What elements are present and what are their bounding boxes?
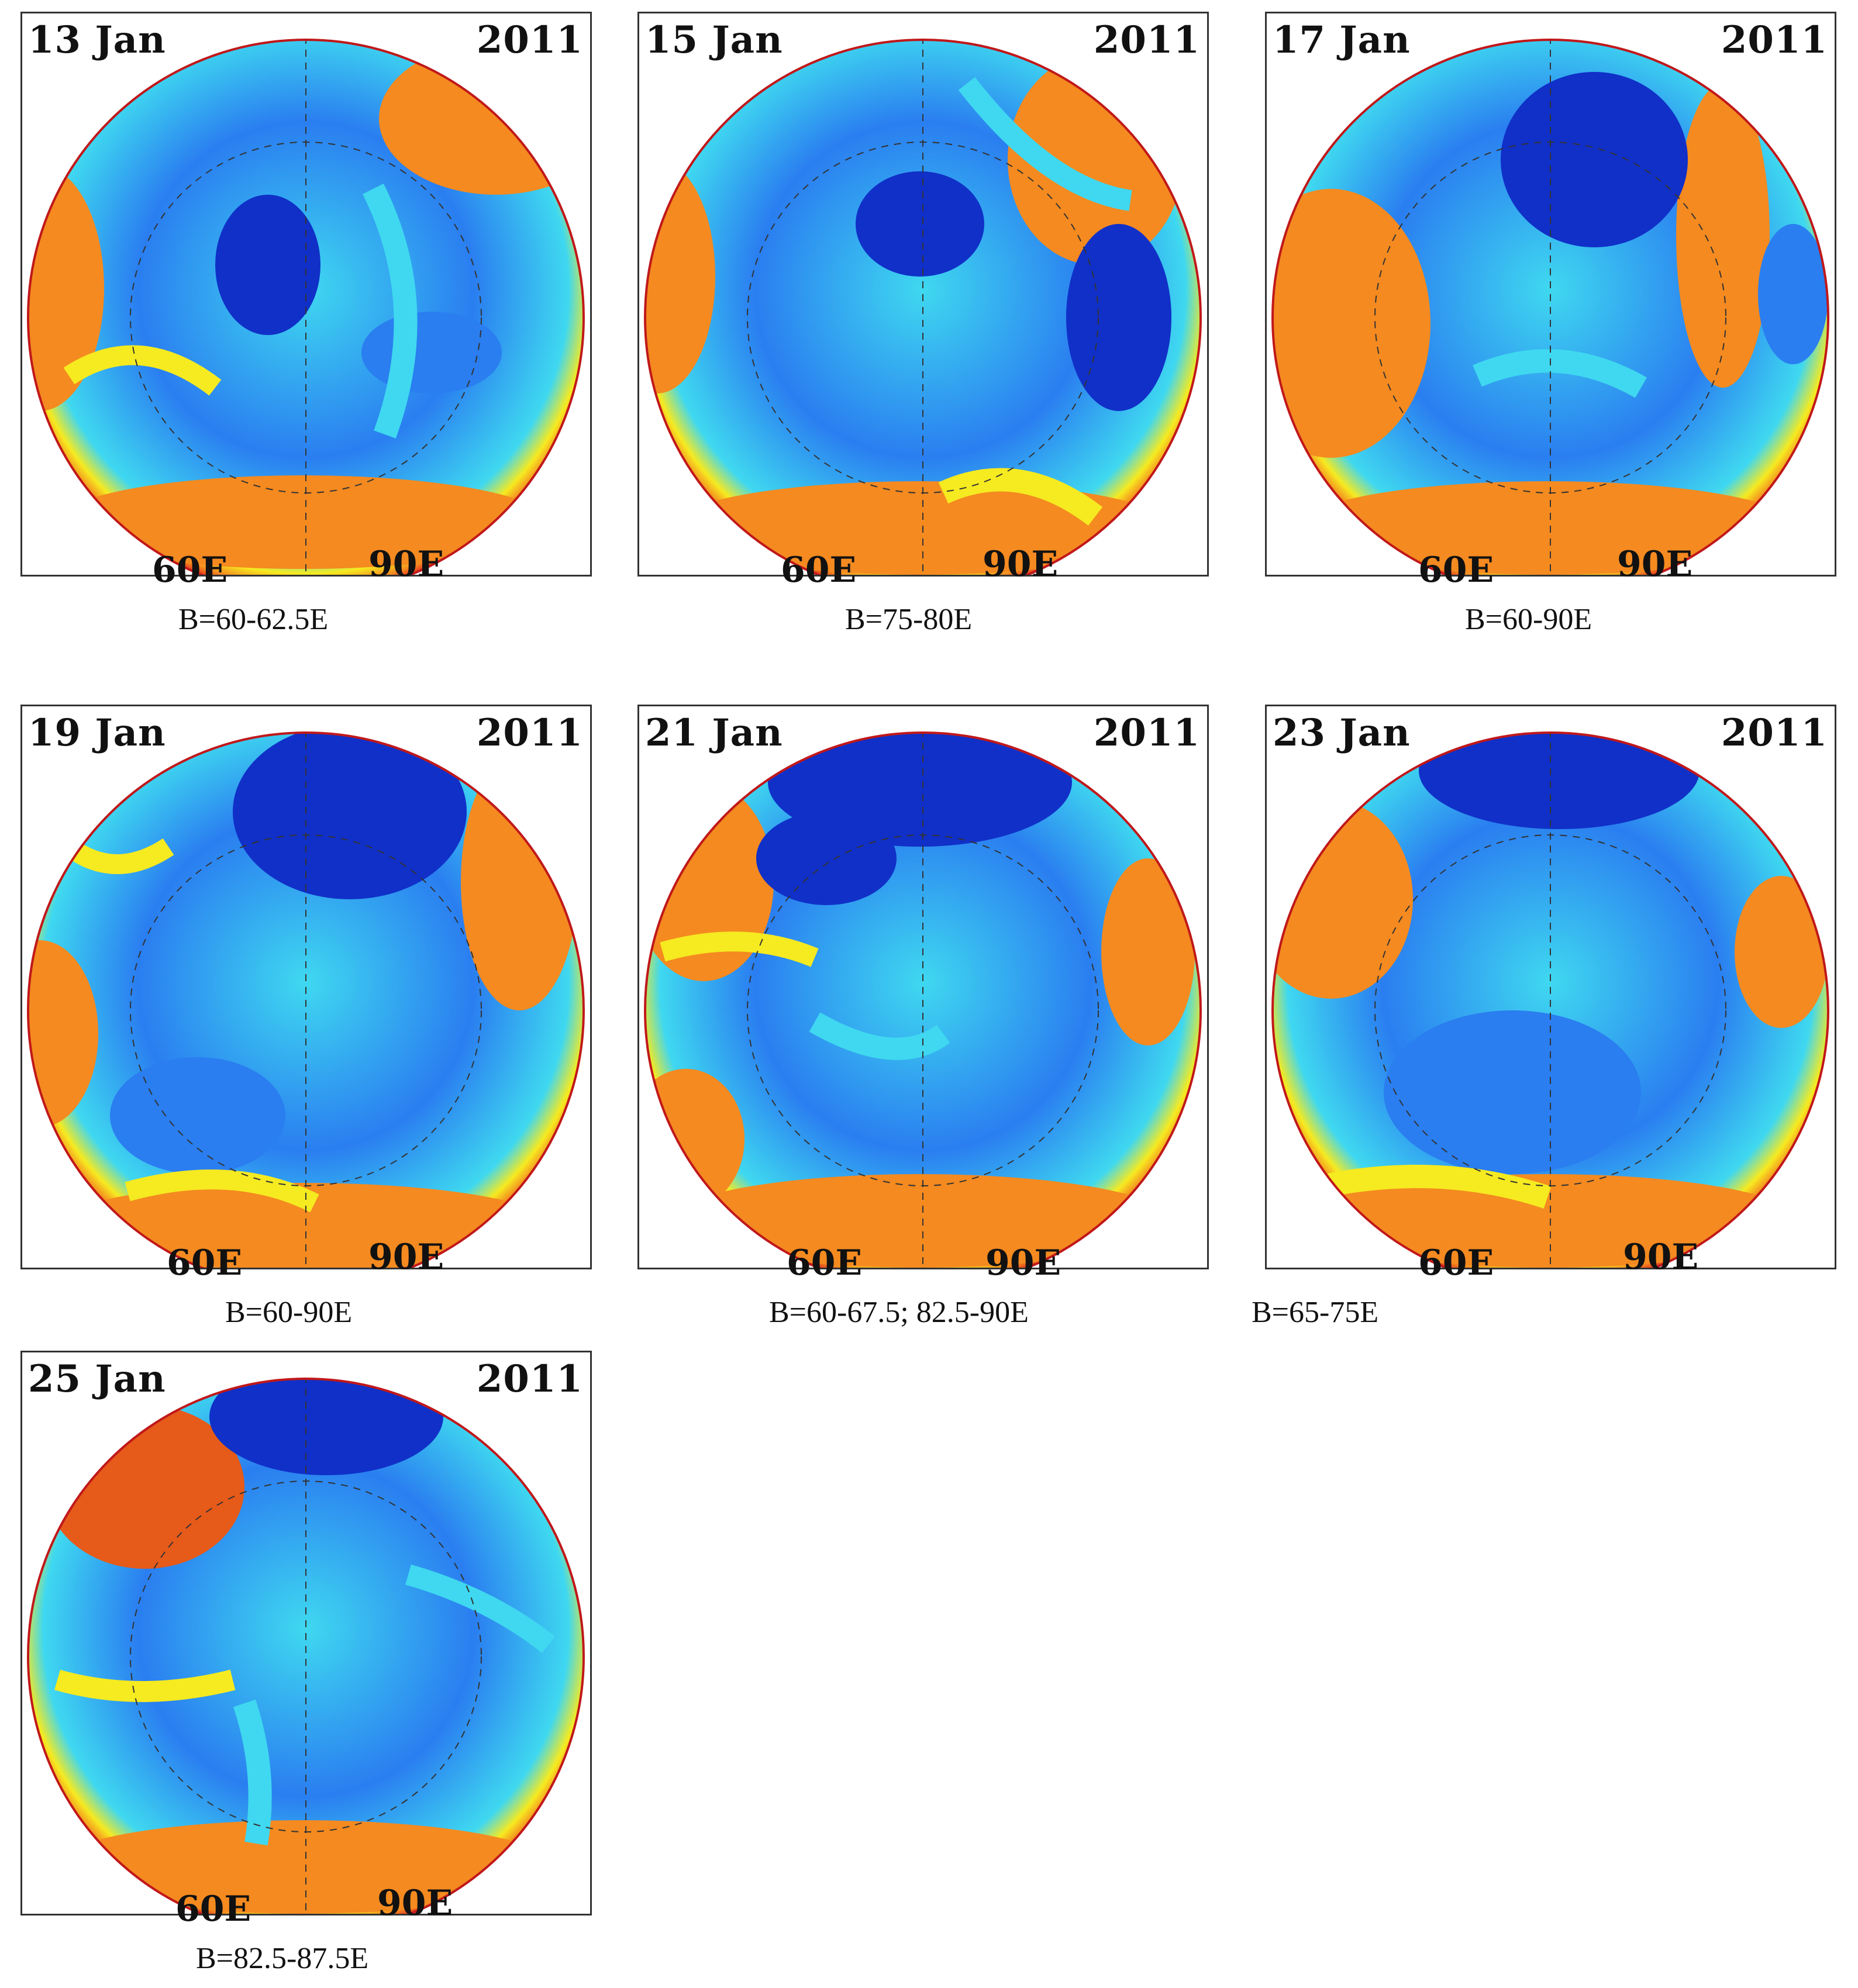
panel-caption: B=60-62.5E [178, 603, 329, 636]
lon-label-60e: 60E [1418, 1242, 1494, 1283]
panel-year: 2011 [476, 1357, 583, 1401]
panel-year: 2011 [1093, 18, 1200, 62]
globe-map-19-jan [27, 731, 585, 1268]
globe-map-25-jan [27, 1378, 585, 1914]
panel-caption: B=65-75E [1252, 1296, 1379, 1329]
map-panel-17-jan: 17 Jan 2011 [1265, 12, 1836, 577]
globe-map-21-jan [644, 731, 1202, 1268]
lon-label-90e: 90E [983, 544, 1059, 585]
panel-date: 25 Jan [28, 1357, 166, 1401]
map-panel-23-jan: 23 Jan 2011 [1265, 705, 1836, 1269]
lon-label-60e: 60E [175, 1889, 251, 1930]
panel-caption: B=60-90E [225, 1296, 353, 1329]
lon-label-90e: 90E [1623, 1237, 1699, 1278]
map-panel-21-jan: 21 Jan 2011 [637, 705, 1209, 1269]
map-panel-13-jan: 13 Jan 2011 [20, 12, 592, 577]
map-panel-15-jan: 15 Jan 2011 [637, 12, 1209, 577]
lon-label-60e: 60E [1418, 550, 1494, 591]
lon-label-90e: 90E [1617, 544, 1693, 585]
panel-year: 2011 [1721, 711, 1828, 755]
panel-year: 2011 [476, 711, 583, 755]
lon-label-60e: 60E [167, 1242, 243, 1283]
panel-date: 19 Jan [28, 711, 166, 755]
panel-year: 2011 [1093, 711, 1200, 755]
panel-caption: B=60-90E [1465, 603, 1592, 636]
globe-map-23-jan [1271, 731, 1829, 1268]
panel-year: 2011 [1721, 18, 1828, 62]
panel-caption: B=75-80E [845, 603, 973, 636]
panel-date: 23 Jan [1273, 711, 1411, 755]
panel-caption: B=60-67.5; 82.5-90E [769, 1296, 1029, 1329]
lon-label-90e: 90E [368, 544, 444, 585]
lon-label-60e: 60E [781, 550, 857, 591]
panel-date: 21 Jan [645, 711, 783, 755]
panel-date: 17 Jan [1273, 18, 1411, 62]
globe-map-13-jan [27, 39, 585, 575]
globe-map-17-jan [1271, 39, 1829, 575]
panel-date: 13 Jan [28, 18, 166, 62]
lon-label-90e: 90E [377, 1883, 453, 1924]
globe-map-15-jan [644, 39, 1202, 575]
map-panel-19-jan: 19 Jan 2011 [20, 705, 592, 1269]
lon-label-90e: 90E [985, 1242, 1061, 1283]
lon-label-60e: 60E [152, 550, 228, 591]
panel-caption: B=82.5-87.5E [196, 1942, 369, 1975]
lon-label-60e: 60E [787, 1242, 863, 1283]
panel-date: 15 Jan [645, 18, 783, 62]
panel-year: 2011 [476, 18, 583, 62]
lon-label-90e: 90E [368, 1237, 444, 1278]
map-panel-25-jan: 25 Jan 2011 [20, 1351, 592, 1915]
